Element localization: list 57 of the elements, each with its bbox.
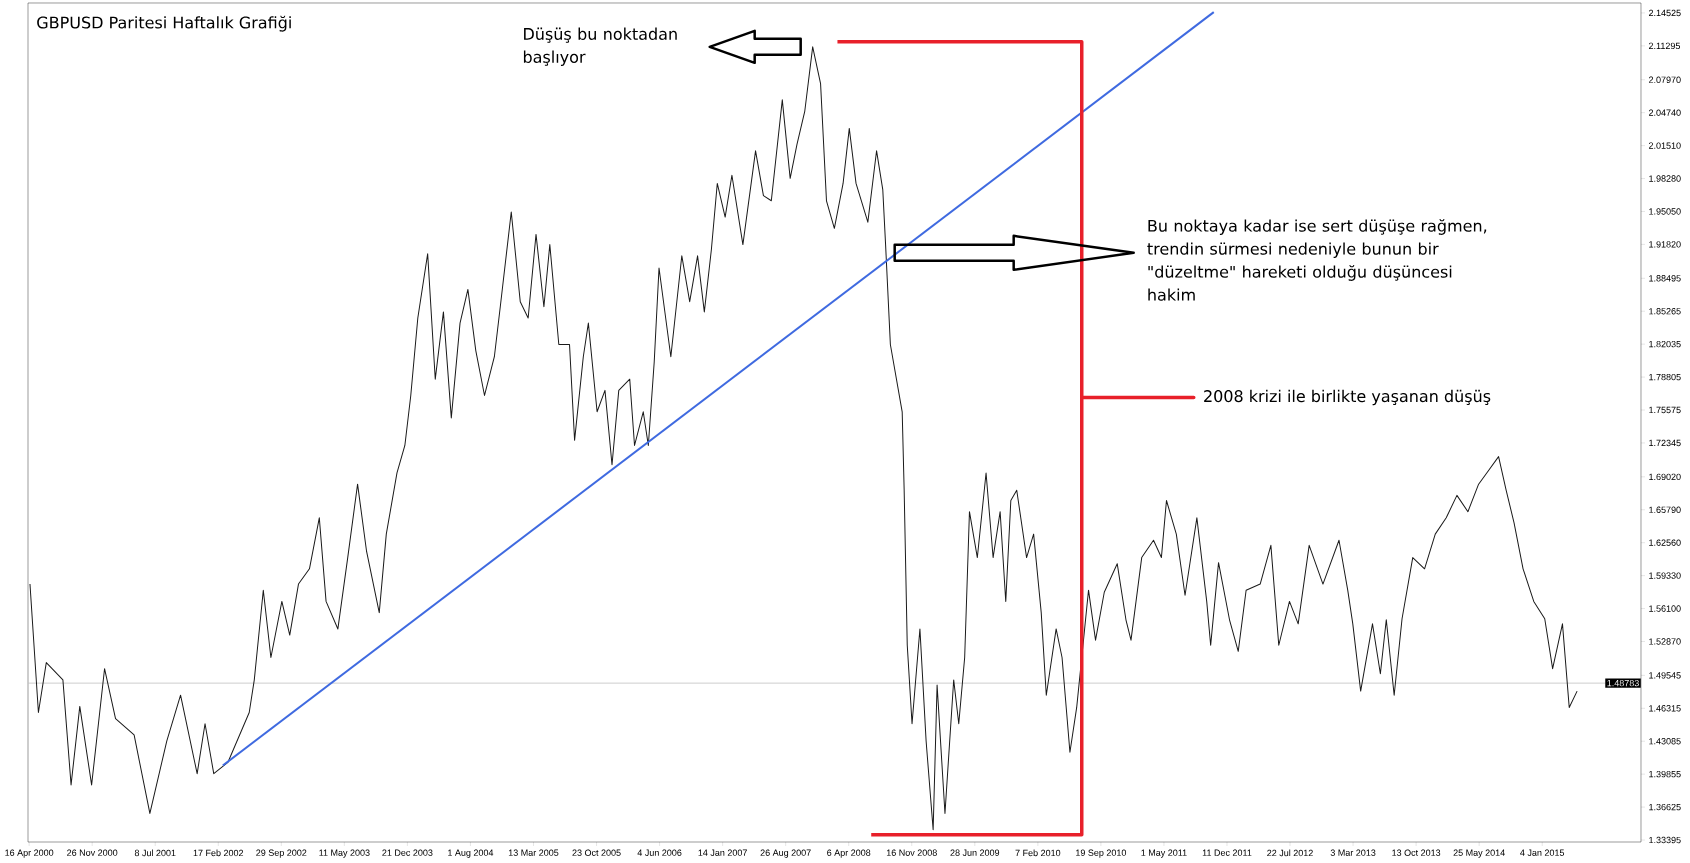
y-tick-label: 1.52870	[1649, 638, 1681, 645]
y-tick-label: 1.49545	[1649, 672, 1681, 679]
y-tick-label: 1.91820	[1649, 241, 1681, 248]
x-tick-label: 4 Jan 2015	[1520, 849, 1565, 856]
x-tick-label: 29 Sep 2002	[256, 849, 307, 858]
y-tick-label: 1.59330	[1649, 572, 1681, 579]
line-series	[29, 46, 1578, 831]
y-tick-label: 1.33395	[1649, 836, 1681, 844]
y-tick-label: 1.43085	[1649, 738, 1681, 745]
y-tick-label: 1.85265	[1649, 308, 1681, 315]
y-tick-label: 1.75575	[1649, 406, 1681, 414]
y-tick-label: 1.65790	[1649, 506, 1681, 513]
y-tick-label: 1.98280	[1649, 175, 1681, 182]
x-tick-label: 19 Sep 2010	[1076, 849, 1127, 858]
y-tick-label: 1.36625	[1649, 803, 1681, 811]
x-tick-label: 13 Mar 2005	[508, 849, 559, 856]
ref-line-label: 1.48783	[1607, 679, 1639, 687]
y-tick-label: 1.69020	[1649, 473, 1681, 481]
x-tick-label: 28 Jun 2009	[950, 849, 1000, 856]
x-tick-label: 1 May 2011	[1141, 849, 1187, 858]
x-tick-label: 23 Oct 2005	[572, 849, 621, 856]
x-tick-label: 1 Aug 2004	[448, 849, 494, 858]
y-tick-label: 1.95050	[1649, 208, 1681, 215]
y-tick-label: 1.39855	[1649, 770, 1681, 778]
y-tick-label: 1.78805	[1649, 373, 1681, 381]
y-tick-label: 2.04740	[1648, 109, 1681, 116]
y-tick-label: 1.82035	[1649, 340, 1681, 348]
x-tick-label: 13 Oct 2013	[1392, 849, 1441, 856]
x-tick-label: 16 Apr 2000	[5, 849, 54, 858]
x-tick-label: 4 Jun 2006	[637, 849, 682, 856]
y-tick-label: 2.01510	[1648, 142, 1681, 149]
x-tick-label: 22 Jul 2012	[1267, 849, 1313, 857]
x-tick-label: 17 Feb 2002	[193, 849, 244, 857]
x-tick-label: 8 Jul 2001	[134, 849, 176, 857]
y-tick-label: 1.46315	[1649, 705, 1681, 712]
y-tick-label: 2.11295	[1648, 42, 1681, 50]
x-tick-label: 11 Dec 2011	[1202, 849, 1252, 856]
x-tick-label: 6 Apr 2008	[827, 849, 871, 858]
y-tick-label: 1.62560	[1649, 539, 1681, 546]
text: GBPUSD Paritesi Haftalık Grafiği	[37, 15, 291, 32]
x-tick-label: 21 Dec 2003	[382, 849, 433, 856]
x-tick-label: 26 Nov 2000	[67, 849, 118, 856]
y-tick-label: 2.07970	[1648, 76, 1681, 83]
x-tick-label: 3 Mar 2013	[1330, 849, 1376, 856]
x-tick-label: 25 May 2014	[1453, 849, 1505, 858]
y-tick-label: 2.14525	[1648, 9, 1681, 17]
x-tick-label: 16 Nov 2008	[886, 849, 937, 856]
annotation: Bu noktaya kadar ise sert düşüşe rağmen, trendin sürmesi nedeniyle bunun bir "düzeltme" hareketi olduğu düşüncesi hakim	[1147, 219, 1487, 301]
x-tick-label: 7 Feb 2010	[1015, 849, 1061, 857]
annotation: Düşüş bu noktadan başlıyor	[523, 27, 677, 67]
y-tick-label: 1.56100	[1649, 605, 1681, 612]
x-tick-label: 14 Jan 2007	[698, 849, 747, 856]
y-tick-label: 1.72345	[1649, 439, 1681, 447]
x-tick-label: 26 Aug 2007	[760, 849, 811, 858]
x-tick-label: 11 May 2003	[319, 849, 370, 858]
y-tick-label: 1.88495	[1649, 275, 1681, 282]
series-label: 2008 krizi ile birlikte yaşanan düşüş	[1204, 389, 1491, 406]
